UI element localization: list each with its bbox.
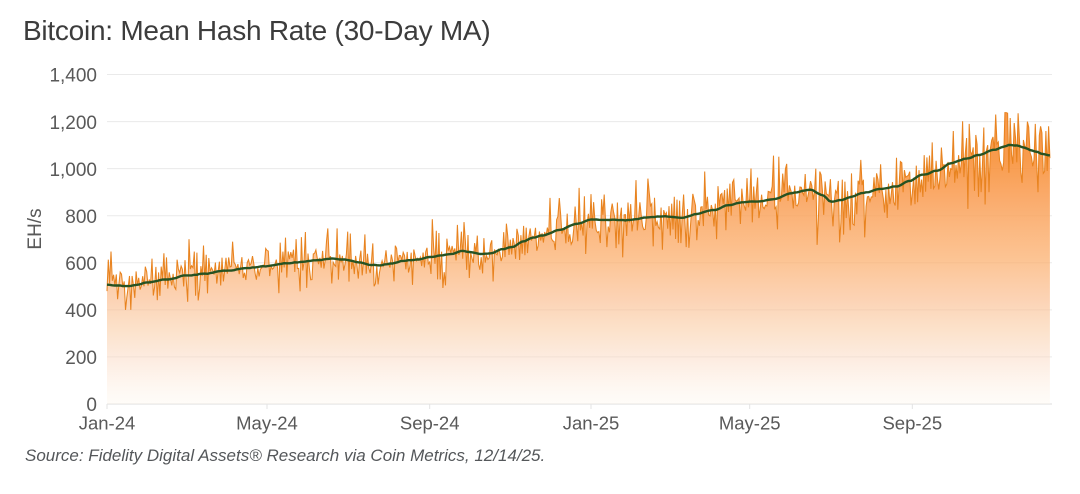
svg-text:Sep-25: Sep-25 xyxy=(882,413,942,434)
svg-text:May-25: May-25 xyxy=(719,413,781,434)
svg-text:Sep-24: Sep-24 xyxy=(400,413,460,434)
svg-text:1,200: 1,200 xyxy=(49,113,97,134)
svg-text:800: 800 xyxy=(65,207,97,228)
svg-text:1,000: 1,000 xyxy=(49,160,97,181)
svg-text:0: 0 xyxy=(86,395,97,416)
svg-text:Source: Fidelity Digital Asset: Source: Fidelity Digital Assets® Researc… xyxy=(25,446,545,465)
svg-text:Jan-25: Jan-25 xyxy=(563,413,620,434)
svg-text:May-24: May-24 xyxy=(236,413,298,434)
svg-text:1,400: 1,400 xyxy=(49,66,97,87)
svg-text:400: 400 xyxy=(65,301,97,322)
svg-text:Jan-24: Jan-24 xyxy=(79,413,136,434)
svg-text:600: 600 xyxy=(65,254,97,275)
svg-text:Bitcoin: Mean Hash Rate (30-Da: Bitcoin: Mean Hash Rate (30-Day MA) xyxy=(23,15,490,46)
svg-text:EH/s: EH/s xyxy=(25,208,46,249)
svg-text:200: 200 xyxy=(65,348,97,369)
